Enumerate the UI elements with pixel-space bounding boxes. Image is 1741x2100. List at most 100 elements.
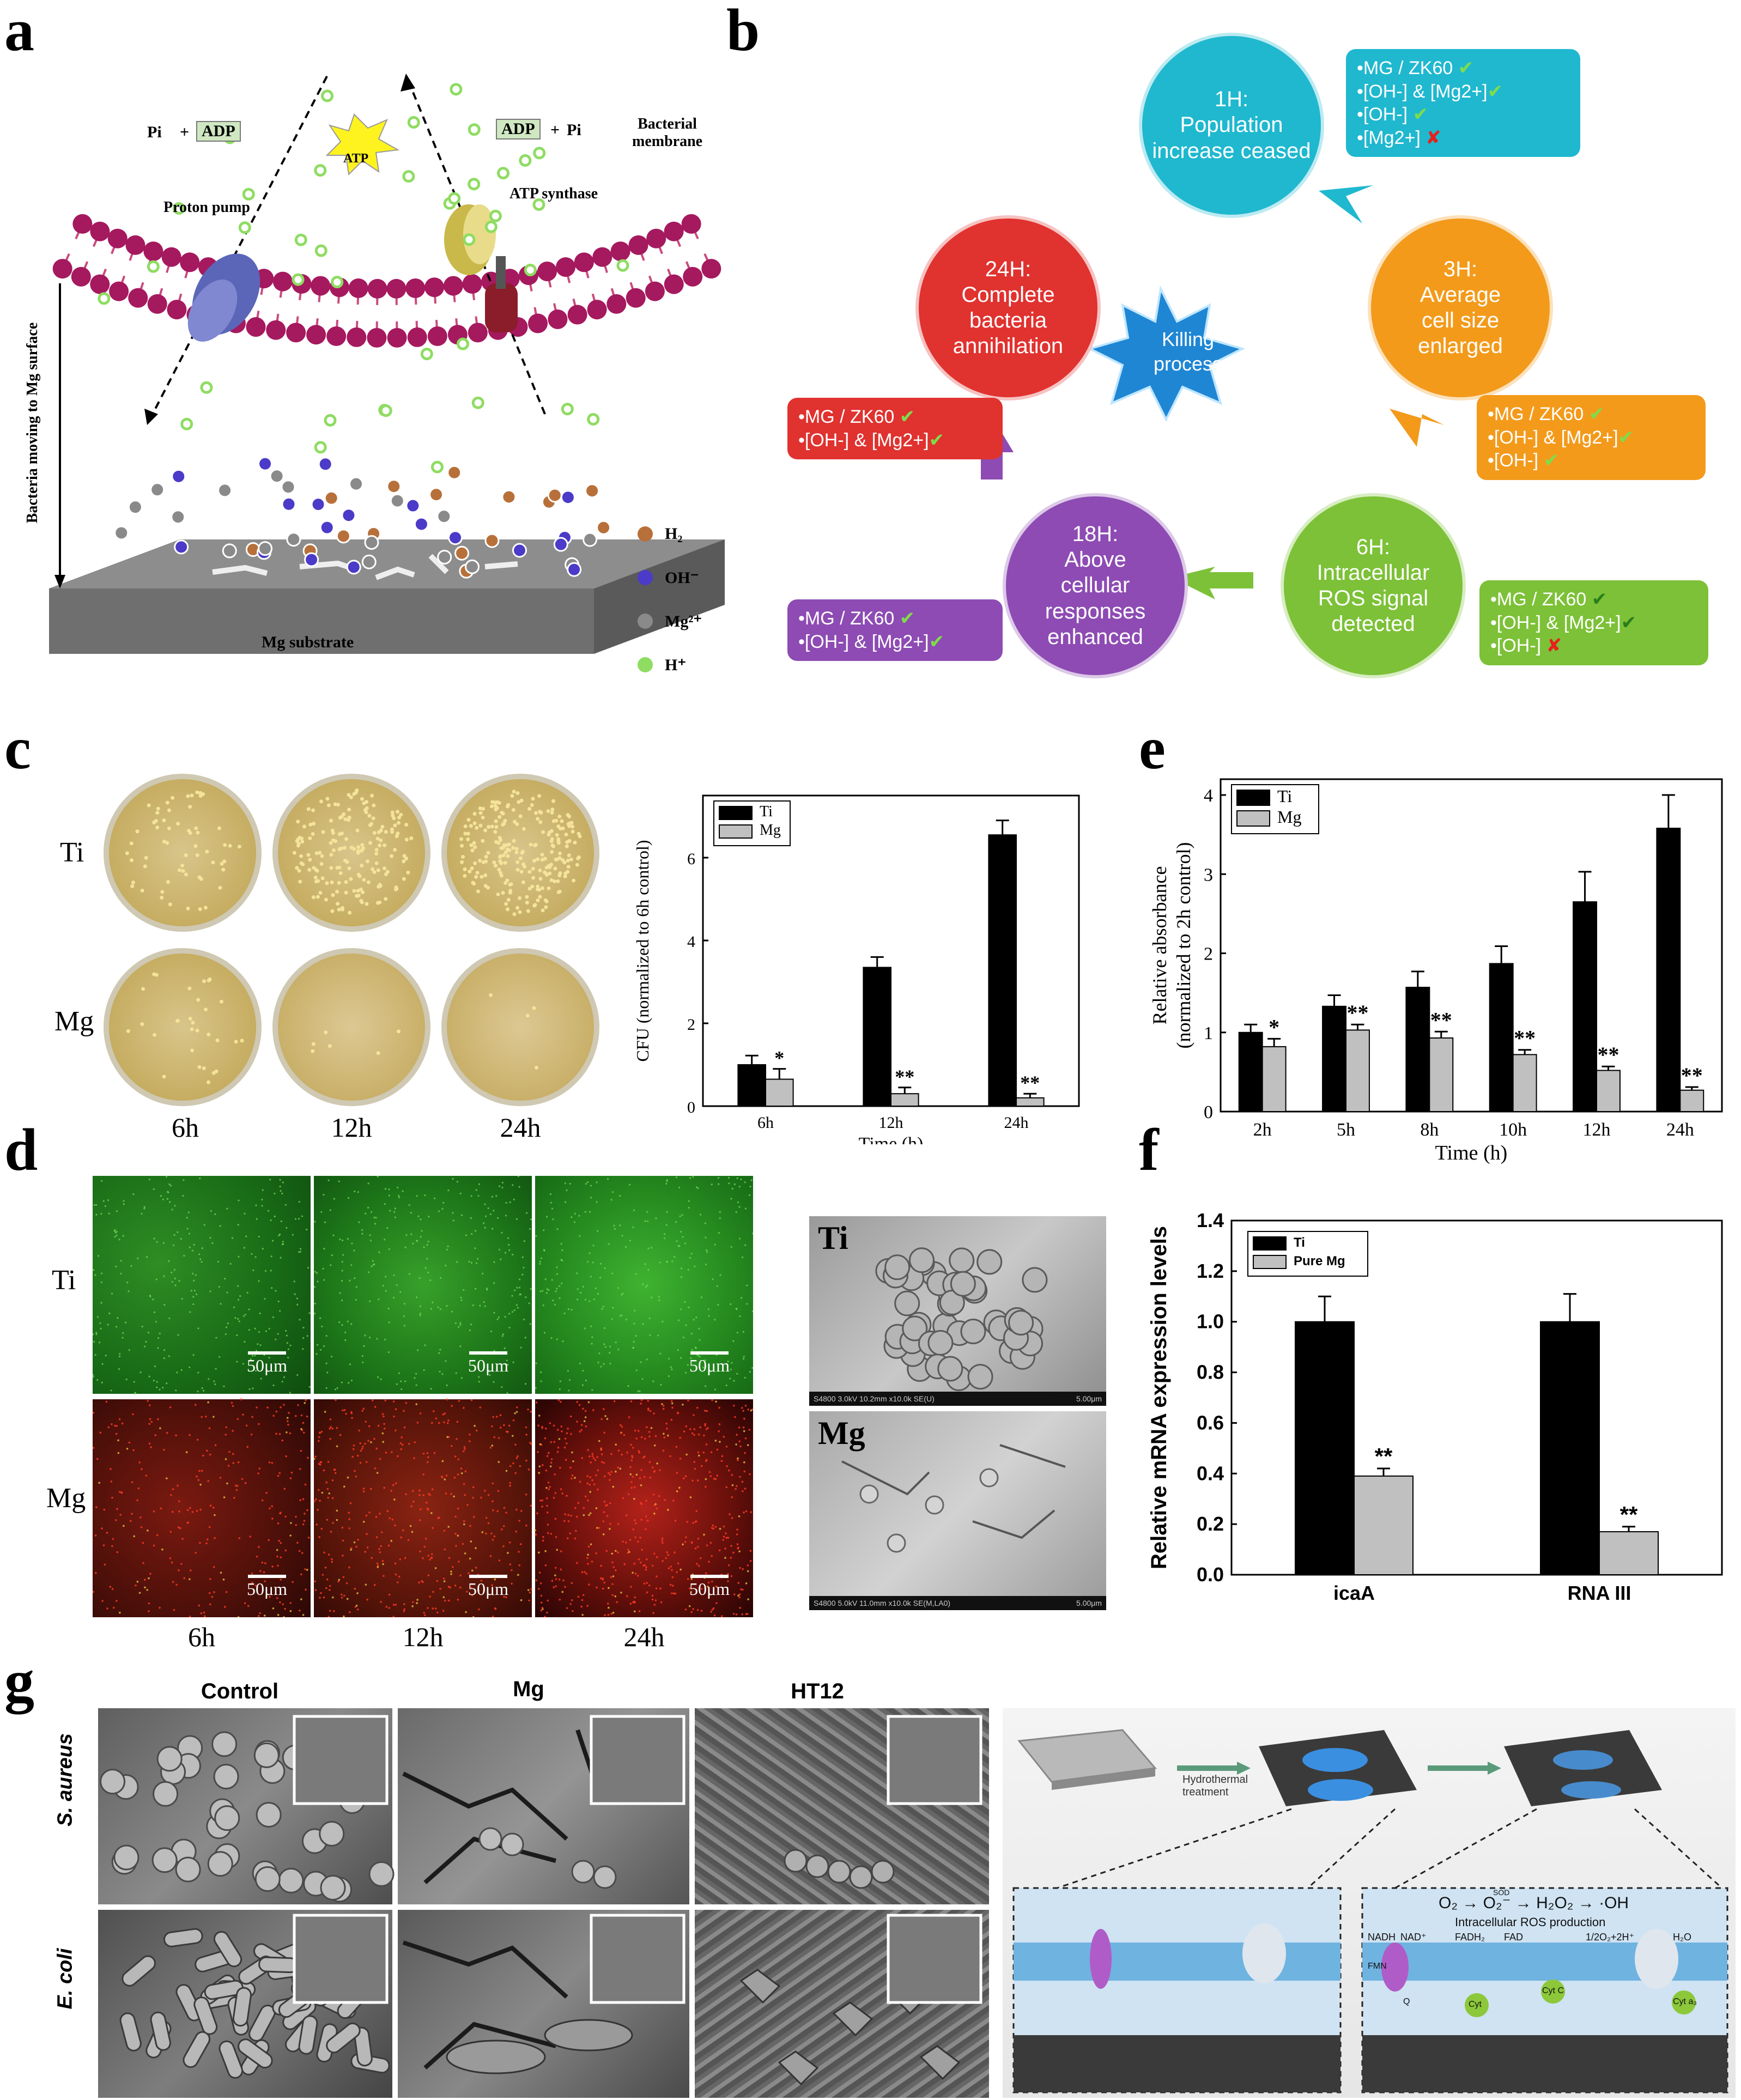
box-6h: •MG / ZK60 ✔ •[OH-] & [Mg2+]✔ •[OH-] ✘ [1479,580,1708,665]
bar-ti [863,967,891,1107]
y-tick-label: 0 [1204,1102,1213,1122]
cycle-arrows [970,185,1444,599]
colony-dots [125,788,582,1084]
substrate-label: Mg substrate [262,633,354,651]
panel-label-c: c [4,715,31,781]
mito-fmn: FMN [1368,1962,1387,1971]
legend-label: Ti [1277,786,1292,806]
bar-ti [1405,986,1430,1112]
y-tick-label: 2 [687,1016,695,1034]
fluor-mg-6h [93,1399,311,1617]
adp-right: ADP [496,119,541,139]
bar-mg [1261,1046,1287,1113]
bar-ti [1489,963,1514,1112]
x-axis-label: Time (h) [1435,1142,1508,1164]
panel-label-a: a [4,0,34,63]
mito-cytc: Cyt C [1542,1986,1564,1995]
bacteria-moving-label: Bacteria moving to Mg surface [24,322,41,524]
legend-label: Ti [760,803,773,820]
mito-fadh2: FADH₂ [1455,1932,1485,1943]
bar-ti [988,834,1017,1107]
fluor-ti-24h [535,1176,753,1394]
legend-h2: H₂ [638,512,702,556]
chart-cfu: 0 2 4 6 6h * 12h ** 24h ** Time (h) CFU (normalized… [633,794,1080,1144]
y-tick-label: 0.2 [1197,1513,1224,1535]
legend-label: Pure Mg [1294,1254,1345,1269]
mito-o2: 1/2O₂+2H⁺ [1586,1932,1635,1943]
x-tick-label: 12h [879,1114,903,1132]
x-tick-label: 24h [1666,1120,1694,1140]
scale-bar: 50μm [682,1575,737,1599]
x-tick-label: 10h [1499,1120,1527,1140]
y-tick-label: 1 [1204,1023,1213,1043]
sod-label: SOD [1493,1888,1510,1897]
bar-mg [1512,1054,1537,1113]
adp-left: ADP [196,121,241,142]
col-label-d-12h: 12h [402,1622,444,1652]
col-label-d-6h: 6h [188,1622,215,1652]
scale-bar: 50μm [682,1351,737,1376]
atp-synthase-label: ATP synthase [509,185,598,202]
y-tick-label: 1.4 [1197,1209,1224,1231]
legend-label: Ti [1294,1235,1305,1250]
x-tick-label: 12h [1583,1120,1611,1140]
row-label-c-ti: Ti [60,837,84,868]
pi-left: Pi [147,123,162,141]
particle-legend: H₂ OH⁻ Mg²⁺ H⁺ [638,512,702,687]
hydrothermal-label: Hydrothermal treatment [1182,1774,1248,1798]
x-axis-label: Time (h) [859,1134,924,1144]
legend-swatch [1253,1236,1287,1251]
bar-ti [1238,1031,1263,1112]
y-tick-label: 0 [687,1098,695,1116]
legend-label: Mg [1277,807,1301,827]
step-1h: 1H: Population increase ceased [1139,33,1324,218]
col-label-c-12h: 12h [331,1112,372,1143]
fluor-ti-6h [93,1176,311,1394]
dish-mg-24h [441,948,599,1106]
panel-label-b: b [726,0,760,63]
significance-mark: ** [1020,1072,1040,1094]
bacterial-membrane-label: Bacterial membrane [632,116,703,150]
panel-label-d: d [4,1116,38,1183]
y-axis-label-2: (normalized to 2h control) [1173,842,1194,1049]
legend-swatch [1236,810,1270,827]
ros-equation: O₂ → O₂⁻ → H₂O₂ → ·OH [1439,1894,1629,1912]
bar-pure-mg [1599,1531,1659,1575]
row-label-d-ti: Ti [52,1265,76,1296]
x-tick-label: 24h [1004,1114,1029,1132]
step-6h: 6H: Intracellular ROS signal detected [1281,493,1466,678]
significance-mark: ** [1620,1502,1638,1527]
killing-process-label: Killing process [1153,328,1223,375]
significance-mark: ** [1681,1063,1703,1088]
ros-label: Intracellular ROS production [1455,1915,1606,1929]
legend-swatch [1236,790,1270,806]
mito-q: Q [1403,1997,1410,2006]
x-tick-label: 8h [1420,1120,1439,1140]
box-18h: •MG / ZK60 ✔ •[OH-] & [Mg2+]✔ [787,599,1003,661]
scale-bar: 50μm [461,1575,515,1599]
significance-mark: ** [1597,1042,1619,1067]
proton-pump-label: Proton pump [163,199,250,216]
y-tick-label: 0.4 [1197,1462,1224,1484]
mito-cyta3: Cyt a₃ [1673,1997,1697,2006]
box-24h: •MG / ZK60 ✔ •[OH-] & [Mg2+]✔ [787,398,1003,459]
dish-mg-6h [104,948,262,1106]
box-1h: •MG / ZK60 ✔ •[OH-] & [Mg2+]✔ •[OH-] ✔ •… [1346,49,1580,157]
mito-nad: NAD⁺ [1400,1932,1427,1943]
bar-ti [1295,1321,1355,1575]
bar-mg [765,1078,794,1107]
membrane-schematic [49,74,725,654]
step-24h: 24H: Complete bacteria annihilation [915,215,1101,400]
scale-bar: 50μm [240,1351,294,1376]
bar-ti [1322,1005,1347,1113]
y-tick-label: 3 [1204,865,1213,885]
y-axis-label: Relative mRNA expression levels [1147,1226,1171,1569]
significance-mark: * [774,1047,784,1069]
x-tick-label: icaA [1333,1582,1375,1604]
legend-h: H⁺ [638,643,702,687]
mito-nadh: NADH [1368,1932,1396,1943]
y-axis-label: Relative absorbance [1149,866,1170,1025]
col-label-c-24h: 24h [500,1112,541,1143]
significance-mark: * [1269,1015,1279,1039]
x-tick-label: RNA III [1568,1582,1631,1604]
